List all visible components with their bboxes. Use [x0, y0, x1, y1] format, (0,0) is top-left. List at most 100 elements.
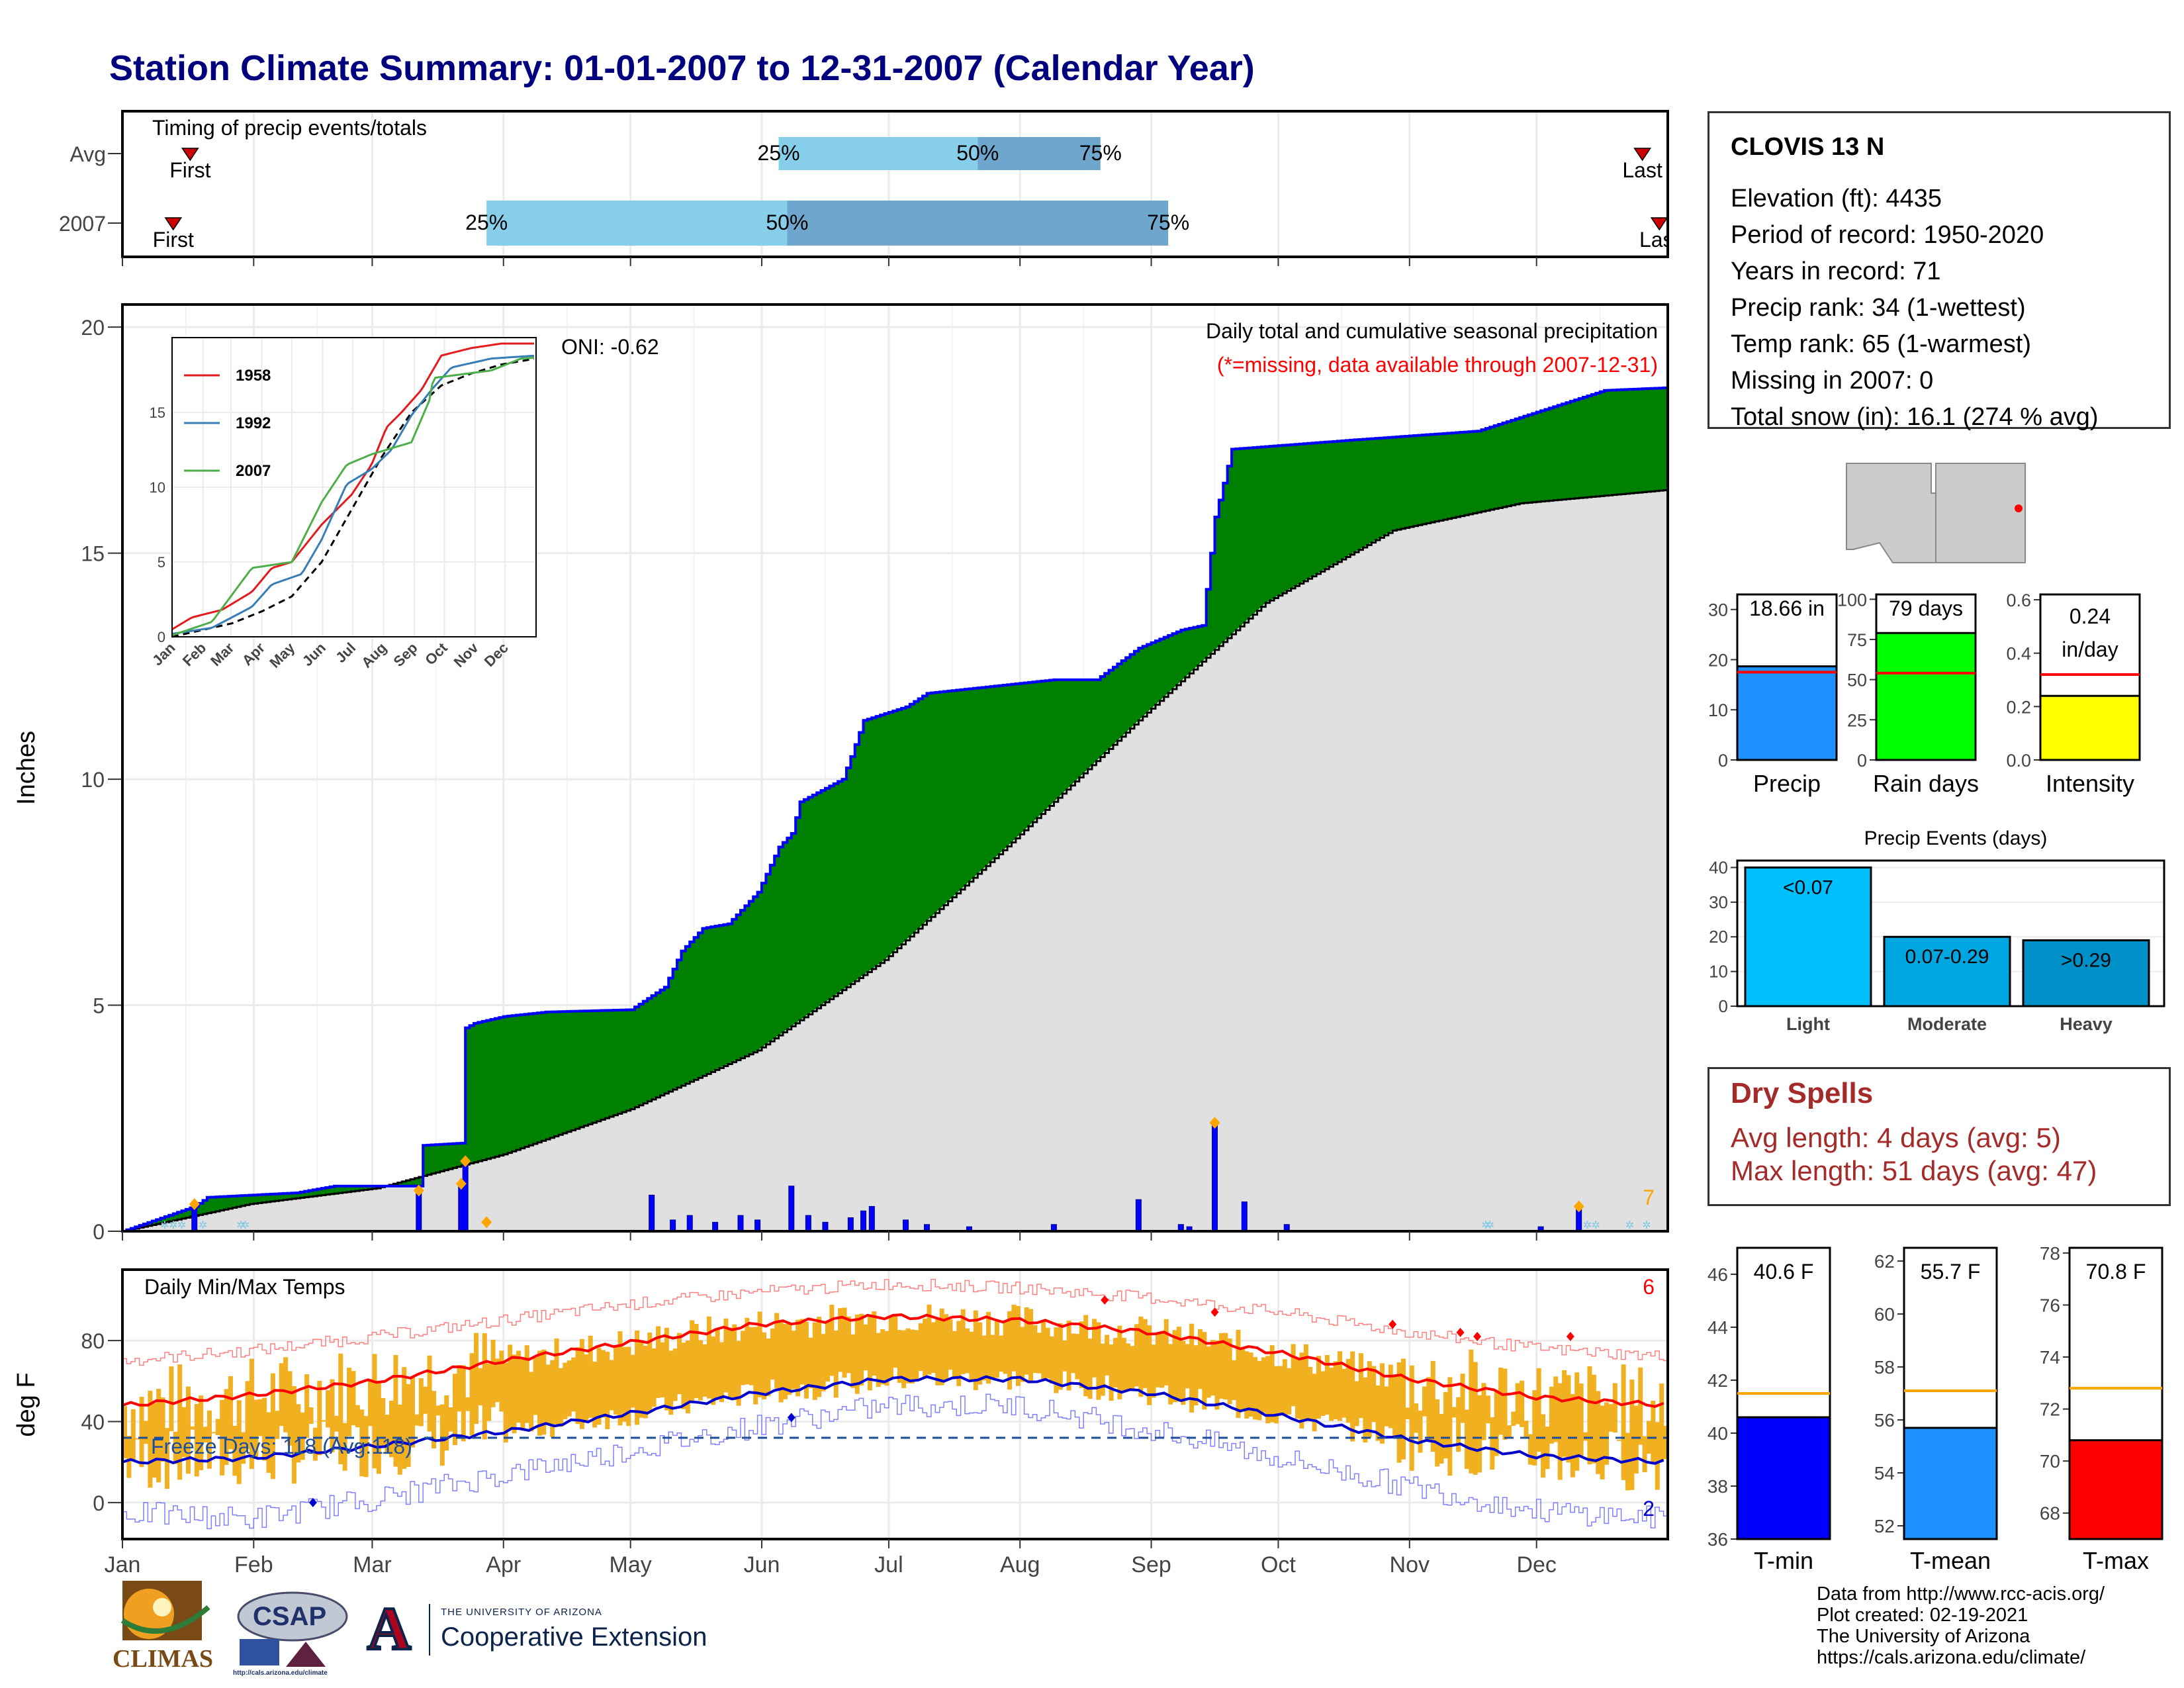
daily-temp-range-bar: [761, 1332, 766, 1399]
daily-temp-range-bar: [499, 1350, 504, 1412]
month-tick-label: May: [610, 1552, 652, 1577]
daily-temp-range-bar: [994, 1321, 999, 1378]
station-years: Years in record: 71: [1731, 258, 1941, 285]
summary-bar-label: Rain days: [1873, 770, 1979, 797]
inset-y-tick-label: 0: [158, 629, 165, 645]
record-high-marker: [1566, 1331, 1574, 1341]
daily-temp-range-bar: [228, 1376, 233, 1450]
daily-precip-bar: [686, 1215, 693, 1232]
daily-temp-range-bar: [571, 1357, 576, 1412]
events-y-tick-label: 0: [1719, 996, 1728, 1016]
daily-temp-range-bar: [990, 1335, 995, 1380]
month-tick-label: Feb: [234, 1552, 273, 1577]
daily-temp-range-bar: [1375, 1385, 1381, 1441]
daily-temp-range-bar: [956, 1321, 962, 1386]
daily-temp-range-bar: [1439, 1414, 1444, 1464]
daily-temp-range-bar: [579, 1338, 584, 1429]
daily-temp-range-bar: [435, 1405, 441, 1416]
daily-temp-range-bar: [211, 1432, 216, 1434]
daily-temp-range-bar: [600, 1350, 606, 1418]
daily-temp-range-bar: [1443, 1391, 1448, 1459]
daily-temp-range-bar: [1638, 1367, 1643, 1445]
daily-temp-range-bar: [1312, 1374, 1317, 1432]
daily-temp-range-bar: [778, 1321, 784, 1403]
daily-temp-range-bar: [787, 1323, 792, 1395]
daily-temp-range-bar: [1308, 1366, 1313, 1422]
daily-temp-range-bar: [199, 1395, 204, 1471]
event-bar: [1883, 935, 2011, 1008]
daily-temp-range-bar: [1414, 1403, 1419, 1433]
daily-temp-range-bar: [355, 1405, 360, 1428]
timing-title: Timing of precip events/totals: [152, 116, 427, 140]
daily-temp-range-bar: [397, 1404, 402, 1475]
daily-temp-range-bar: [1223, 1333, 1228, 1400]
ua-line2: Cooperative Extension: [441, 1622, 707, 1652]
temp-bar-value-label: 70.8 F: [2086, 1260, 2146, 1284]
daily-temp-range-bar: [1206, 1346, 1211, 1398]
daily-temp-range-bar: [1400, 1358, 1406, 1460]
daily-temp-range-bar: [939, 1308, 944, 1385]
location-map: [1846, 463, 2032, 563]
daily-temp-range-bar: [130, 1409, 136, 1462]
timing-p25-label: 25%: [465, 211, 508, 234]
precip-y-tick-label: 15: [81, 542, 105, 566]
daily-temp-range-bar: [969, 1331, 974, 1381]
daily-temp-range-bar: [330, 1379, 335, 1452]
summary-bar-fill: [1736, 665, 1838, 761]
station-precip-rank: Precip rank: 34 (1-wettest): [1731, 294, 2026, 322]
daily-temp-range-bar: [1172, 1330, 1177, 1403]
daily-temp-range-bar: [909, 1329, 915, 1383]
daily-temp-range-bar: [1083, 1315, 1089, 1397]
daily-temp-range-bar: [334, 1415, 339, 1432]
daily-temp-range-bar: [1197, 1329, 1203, 1389]
daily-temp-range-bar: [1392, 1376, 1398, 1436]
daily-temp-range-bar: [711, 1336, 716, 1405]
temp-bar-y-tick-label: 74: [2040, 1347, 2060, 1368]
daily-temp-range-bar: [300, 1412, 305, 1460]
temp-y-tick-label: 80: [81, 1329, 105, 1353]
daily-temp-range-bar: [592, 1361, 598, 1428]
temp-bar-label: T-mean: [1910, 1547, 1991, 1574]
daily-temp-range-bar: [1265, 1356, 1271, 1424]
temp-frame: [121, 1268, 1669, 1540]
daily-temp-range-bar: [1379, 1363, 1385, 1444]
ua-line1: THE UNIVERSITY OF ARIZONA: [441, 1607, 602, 1618]
events-frame: [1736, 859, 2165, 1008]
daily-temp-range-bar: [1371, 1366, 1377, 1423]
temp-y-tick-label: 40: [81, 1411, 105, 1434]
daily-temp-range-bar: [1354, 1381, 1359, 1427]
daily-precip-bar: [416, 1190, 422, 1232]
temp-bar-y-tick-label: 52: [1874, 1516, 1895, 1536]
daily-temp-range-bar: [372, 1354, 377, 1469]
daily-temp-range-bar: [486, 1364, 492, 1421]
daily-temp-range-bar: [215, 1419, 220, 1436]
daily-temp-range-bar: [321, 1420, 326, 1422]
avg-min-line: [122, 1375, 1664, 1465]
temp-bar-fill: [1903, 1427, 1998, 1540]
summary-bar-label: Intensity: [2046, 770, 2134, 797]
daily-temp-range-bar: [1456, 1397, 1461, 1452]
daily-temp-range-bar: [1248, 1352, 1253, 1417]
temp-bar-y-tick-label: 42: [1707, 1370, 1728, 1391]
daily-temp-range-bar: [1163, 1319, 1169, 1385]
daily-temp-range-bar: [1485, 1395, 1490, 1424]
climas-text: CLIMAS: [113, 1645, 214, 1673]
daily-temp-range-bar: [1261, 1357, 1266, 1413]
daily-temp-range-bar: [927, 1304, 932, 1375]
daily-temp-range-bar: [656, 1326, 661, 1398]
daily-temp-range-bar: [1506, 1425, 1512, 1438]
daily-temp-range-bar: [1557, 1383, 1563, 1480]
daily-temp-range-bar: [558, 1368, 563, 1427]
event-bar: [2022, 939, 2150, 1008]
daily-temp-range-bar: [846, 1316, 851, 1374]
daily-temp-range-bar: [905, 1328, 911, 1383]
daily-temp-range-bar: [596, 1348, 602, 1425]
snowflake-icon: ✲: [236, 1220, 245, 1231]
daily-temp-range-bar: [812, 1322, 817, 1400]
daily-precip-bar: [868, 1205, 875, 1232]
daily-temp-range-bar: [347, 1368, 352, 1436]
precip-y-tick-label: 20: [81, 316, 105, 340]
daily-temp-range-bar: [1109, 1344, 1114, 1401]
daily-temp-range-bar: [1600, 1405, 1605, 1479]
